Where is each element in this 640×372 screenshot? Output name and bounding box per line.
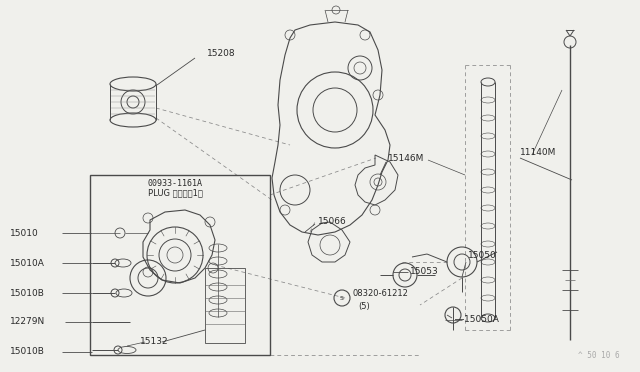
Text: (5): (5): [358, 302, 370, 311]
Text: 15146M: 15146M: [388, 154, 424, 163]
Text: 15010: 15010: [10, 228, 39, 237]
Text: 15053: 15053: [410, 267, 439, 276]
Text: S: S: [340, 295, 344, 301]
Text: 15208: 15208: [207, 48, 236, 58]
Text: 15066: 15066: [318, 217, 347, 225]
Bar: [205, 268, 245, 343]
Text: 15050: 15050: [468, 250, 497, 260]
Text: ―15050A: ―15050A: [455, 315, 499, 324]
Bar: [90, 175, 270, 355]
Text: 11140M: 11140M: [520, 148, 556, 157]
Text: 15010B: 15010B: [10, 289, 45, 298]
Text: 15132: 15132: [140, 337, 168, 346]
Text: ^ 50 10 6: ^ 50 10 6: [579, 351, 620, 360]
Text: 08320-61212: 08320-61212: [353, 289, 409, 298]
Text: 15010A: 15010A: [10, 259, 45, 267]
Text: PLUG プラグ（1）: PLUG プラグ（1）: [148, 189, 203, 198]
Text: 15010B: 15010B: [10, 347, 45, 356]
Text: 12279N: 12279N: [10, 317, 45, 327]
Text: 00933-1161A: 00933-1161A: [148, 179, 203, 187]
